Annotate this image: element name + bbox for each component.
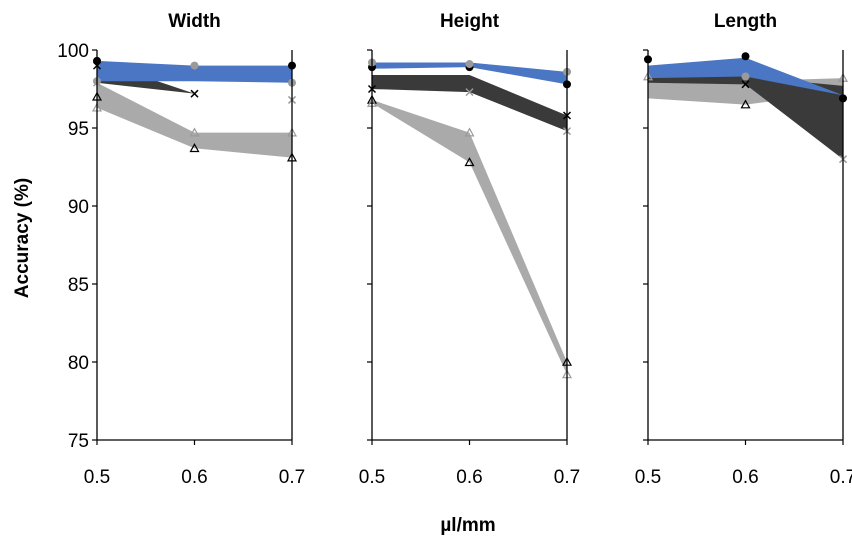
marker-dot [465,60,474,69]
marker-triangle [189,143,200,153]
y-axis-label: Accuracy (%) [12,178,33,298]
x-axis-label: µl/mm [440,515,495,536]
marker-x [741,80,750,89]
y-tick-label: 85 [68,275,89,296]
y-tick-label: 75 [68,431,89,452]
marker-triangle [189,127,200,137]
x-tick-label: 0.6 [181,467,207,488]
band-blue [97,60,292,83]
x-tick-label: 0.5 [635,467,661,488]
marker-dot [190,61,199,70]
y-tick-label: 100 [57,41,89,62]
band-dark [648,68,843,160]
x-tick-label: 0.7 [830,467,852,488]
x-tick-label: 0.7 [279,467,305,488]
panel-title: Width [168,11,221,32]
x-tick-label: 0.5 [84,467,110,488]
marker-x [190,89,199,98]
marker-x [465,88,474,97]
band-blue [372,62,567,85]
marker-dot [741,52,750,61]
band-light [372,99,567,375]
y-tick-label: 90 [68,197,89,218]
marker-dot [741,72,750,81]
panel-length: Length 0.5 0.6 0.7 [635,11,852,488]
x-tick-label: 0.7 [554,467,580,488]
marker-triangle [464,157,475,167]
band-dark [372,74,567,132]
y-tick-label: 95 [68,119,89,140]
panel-width: Width 75 80 85 90 95 100 0.5 0.6 0.7 [57,11,305,488]
x-tick-label: 0.6 [732,467,758,488]
marker-triangle [740,99,751,109]
panel-height: Height 0.5 0.6 0.7 [359,11,580,488]
panel-title: Height [440,11,500,32]
x-tick-label: 0.6 [456,467,482,488]
panel-title: Length [714,11,777,32]
marker-triangle [464,127,475,137]
chart-panels: Width 75 80 85 90 95 100 0.5 0.6 0.7 Height 0.5 0.6 0… [57,11,852,488]
x-tick-label: 0.5 [359,467,385,488]
band-light [97,82,292,158]
y-tick-label: 80 [68,353,89,374]
